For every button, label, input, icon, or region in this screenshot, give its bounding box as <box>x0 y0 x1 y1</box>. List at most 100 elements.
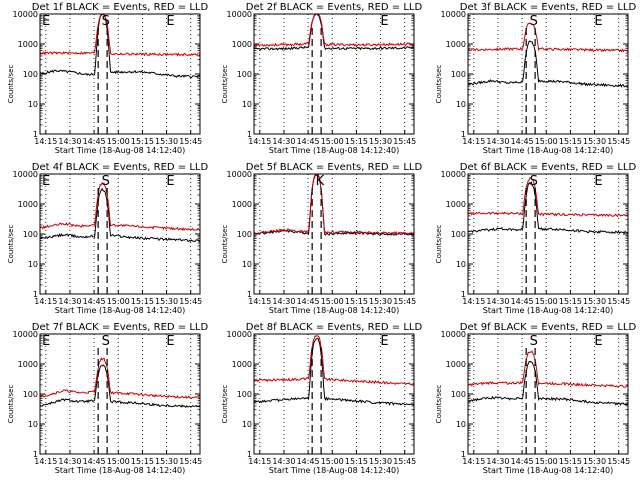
x-tick-label: 15:30 <box>369 457 392 466</box>
x-tick-label: 14:30 <box>58 297 81 306</box>
marker-label: E <box>42 14 50 29</box>
y-tick-label: 1000 <box>18 360 38 369</box>
chart-panel-6: Det 6f BLACK = Events, RED = LLD 1 10 100 10… <box>435 162 636 315</box>
series-events-line <box>467 181 629 235</box>
series-events-line <box>39 187 200 242</box>
y-axis-label: Counts/sec <box>7 225 15 264</box>
x-tick-label: 14:45 <box>511 297 534 306</box>
y-axis-label: Counts/sec <box>7 385 15 424</box>
y-tick-label: 1000 <box>232 200 252 209</box>
y-axis-label: Counts/sec <box>221 225 229 264</box>
y-axis-label: Counts/sec <box>435 385 443 424</box>
x-tick-label: 15:00 <box>107 297 130 306</box>
plot-frame <box>253 173 415 295</box>
y-tick-label: 10 <box>456 100 466 109</box>
x-tick-label: 14:30 <box>486 137 509 146</box>
x-tick-label: 14:15 <box>248 457 271 466</box>
y-tick-label: 10 <box>28 260 38 269</box>
series-events-line <box>39 364 201 408</box>
x-axis-label: Start Time (18-Aug-08 14:12:40) <box>269 466 400 475</box>
x-tick-label: 15:45 <box>393 297 416 306</box>
x-tick-label: 15:15 <box>559 297 582 306</box>
x-tick-label: 15:00 <box>107 137 130 146</box>
series-events-line <box>39 13 200 79</box>
y-tick-label: 10 <box>28 420 38 429</box>
x-tick-label: 14:15 <box>248 297 271 306</box>
y-axis-label: Counts/sec <box>435 65 443 104</box>
chart-title: Det 3f BLACK = Events, RED = LLD <box>460 2 637 13</box>
plot-frame <box>39 173 201 295</box>
y-tick-label: 1 <box>461 290 466 299</box>
x-tick-label: 14:30 <box>272 137 295 146</box>
x-tick-label: 15:45 <box>607 137 630 146</box>
x-tick-label: 15:45 <box>393 137 416 146</box>
chart-panel-5: Det 5f BLACK = Events, RED = LLD 1 10 100 10… <box>221 162 422 315</box>
y-axis-label: Counts/sec <box>7 65 15 104</box>
y-tick-label: 10 <box>242 420 252 429</box>
x-tick-label: 14:30 <box>272 457 295 466</box>
series-events-line <box>467 361 629 406</box>
x-tick-label: 15:00 <box>535 297 558 306</box>
chart-panel-7: Det 7f BLACK = Events, RED = LLD 1 10 100 10… <box>7 322 208 475</box>
chart-title: Det 2f BLACK = Events, RED = LLD <box>246 2 423 13</box>
chart-panel-4: Det 4f BLACK = Events, RED = LLD 1 10 100 10… <box>7 162 208 315</box>
x-tick-label: 15:30 <box>583 457 606 466</box>
marker-label: S <box>102 174 110 189</box>
chart-title: Det 8f BLACK = Events, RED = LLD <box>246 322 423 333</box>
marker-label: S <box>102 14 110 29</box>
series-lld-line <box>253 13 415 48</box>
x-tick-label: 15:15 <box>345 297 368 306</box>
y-axis-label: Counts/sec <box>221 385 229 424</box>
x-tick-label: 15:30 <box>155 457 178 466</box>
x-tick-label: 15:15 <box>559 457 582 466</box>
x-tick-label: 14:15 <box>462 137 485 146</box>
y-tick-label: 1 <box>461 450 466 459</box>
marker-label: E <box>594 334 602 349</box>
y-tick-label: 1 <box>247 290 252 299</box>
plot-frame <box>467 13 629 135</box>
x-tick-label: 15:30 <box>369 137 392 146</box>
chart-title: Det 9f BLACK = Events, RED = LLD <box>460 322 637 333</box>
x-tick-label: 14:15 <box>34 137 57 146</box>
y-tick-label: 100 <box>451 70 466 79</box>
x-tick-label: 14:45 <box>511 457 534 466</box>
plot-frame <box>39 333 201 455</box>
x-tick-label: 14:15 <box>462 457 485 466</box>
x-axis-label: Start Time (18-Aug-08 14:12:40) <box>55 306 186 315</box>
y-tick-label: 100 <box>23 70 38 79</box>
x-tick-label: 14:30 <box>486 457 509 466</box>
y-axis-label: Counts/sec <box>435 225 443 264</box>
series-lld-line <box>467 177 629 218</box>
x-tick-label: 14:45 <box>511 137 534 146</box>
x-tick-label: 15:00 <box>321 457 344 466</box>
x-tick-label: 15:15 <box>559 137 582 146</box>
y-tick-label: 1 <box>33 290 38 299</box>
series-lld-line <box>253 335 415 387</box>
x-tick-label: 15:30 <box>583 137 606 146</box>
x-axis-label: Start Time (18-Aug-08 14:12:40) <box>269 306 400 315</box>
y-tick-label: 100 <box>451 230 466 239</box>
y-tick-label: 1 <box>33 130 38 139</box>
plot-frame <box>467 173 629 295</box>
y-tick-label: 1000 <box>232 40 252 49</box>
y-tick-label: 10000 <box>441 170 466 179</box>
x-tick-label: 14:15 <box>462 297 485 306</box>
x-tick-label: 15:45 <box>607 297 630 306</box>
marker-label: S <box>530 174 538 189</box>
series-events-line <box>253 13 415 51</box>
chart-panel-8: Det 8f BLACK = Events, RED = LLD 1 10 100 10… <box>221 322 422 475</box>
x-tick-label: 15:15 <box>131 297 154 306</box>
y-tick-label: 1 <box>247 130 252 139</box>
y-tick-label: 1000 <box>446 360 466 369</box>
x-tick-label: 15:00 <box>107 457 130 466</box>
series-lld-line <box>253 173 415 235</box>
x-tick-label: 14:30 <box>58 457 81 466</box>
y-tick-label: 1 <box>33 450 38 459</box>
marker-label: E <box>42 334 50 349</box>
marker-label: E <box>380 334 388 349</box>
x-tick-label: 14:45 <box>83 137 106 146</box>
series-lld-line <box>467 22 629 53</box>
y-tick-label: 1000 <box>18 40 38 49</box>
x-tick-label: 14:45 <box>83 297 106 306</box>
